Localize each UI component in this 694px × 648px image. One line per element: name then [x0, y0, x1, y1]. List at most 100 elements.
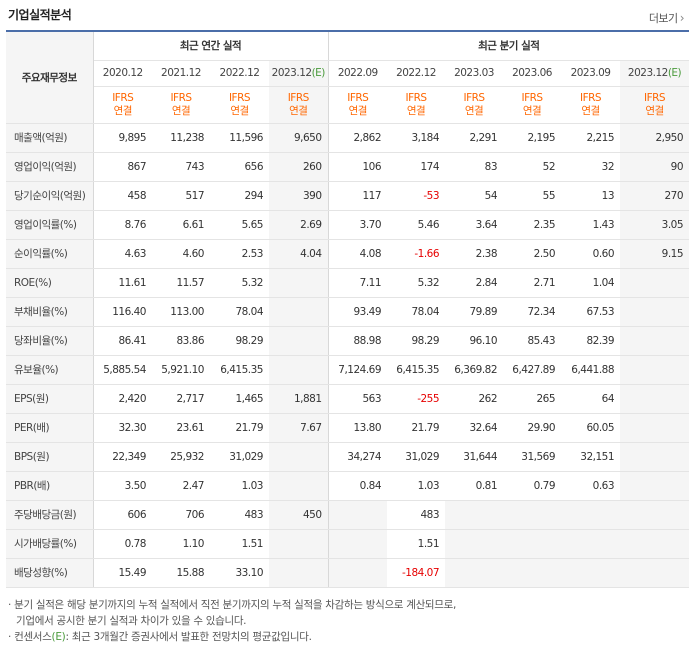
- period-label: 2021.12: [161, 67, 201, 79]
- period-header-0: 2020.12: [93, 60, 152, 87]
- value-cell: 6,427.89: [503, 355, 562, 385]
- footnote-2: · 컨센서스(E): 최근 3개월간 증권사에서 발표한 전망치의 평균값입니다…: [8, 631, 312, 643]
- value-cell: [620, 413, 690, 443]
- value-cell: [620, 442, 690, 472]
- period-label: 2023.09: [570, 67, 611, 79]
- value-cell: [620, 268, 690, 298]
- value-cell: 13.80: [327, 413, 388, 443]
- basis-line1: IFRS: [463, 91, 485, 104]
- table-row: 유보율(%) 5,885.54 5,921.10 6,415.35 7,124.69 6,…: [6, 355, 690, 385]
- footnote-2-prefix: 컨센서스: [14, 631, 52, 643]
- value-cell: 78.04: [387, 296, 446, 327]
- value-cell: -255: [387, 383, 446, 414]
- value-cell: 517: [152, 181, 210, 211]
- value-cell: [269, 268, 329, 298]
- value-cell: 32.64: [445, 413, 504, 443]
- value-cell: [327, 499, 388, 530]
- value-cell: 31,569: [503, 442, 562, 472]
- basis-line1: IFRS: [228, 91, 251, 104]
- more-label: 더보기: [648, 12, 678, 25]
- row-label: 배당성향(%): [6, 558, 94, 588]
- value-cell: 5.46: [387, 209, 446, 240]
- chevron-right-icon: ›: [679, 11, 685, 25]
- value-cell: 656: [210, 152, 269, 182]
- value-cell: 1.04: [561, 268, 621, 298]
- value-cell: -184.07: [387, 558, 446, 588]
- value-cell: 113.00: [152, 296, 210, 327]
- value-cell: 83: [445, 152, 504, 182]
- value-cell: [561, 558, 621, 588]
- value-cell: 79.89: [445, 296, 504, 327]
- table-row: 주당배당금(원) 606 706 483 450 483: [6, 499, 690, 530]
- value-cell: [620, 296, 690, 327]
- value-cell: 270: [620, 181, 690, 211]
- basis-header-0: IFRS 연결: [93, 86, 152, 124]
- value-cell: [445, 558, 504, 588]
- value-cell: 743: [152, 152, 210, 182]
- value-cell: 1.51: [210, 529, 269, 559]
- value-cell: 55: [503, 181, 562, 211]
- row-label-header: 주요재무정보: [6, 32, 94, 124]
- footnote-1: · 분기 실적은 해당 분기까지의 누적 실적에서 직전 분기까지의 누적 실적…: [8, 599, 457, 611]
- value-cell: 5.65: [210, 209, 269, 240]
- value-cell: 3.70: [327, 209, 388, 240]
- estimate-mark: (E): [667, 67, 682, 79]
- value-cell: 458: [93, 181, 152, 211]
- value-cell: 390: [269, 181, 329, 211]
- basis-line2: 연결: [645, 104, 664, 117]
- value-cell: 25,932: [152, 442, 210, 472]
- basis-header-9: IFRS 연결: [620, 86, 690, 124]
- value-cell: 1.03: [210, 471, 269, 501]
- value-cell: 2,862: [327, 122, 388, 153]
- row-label: 시가배당률(%): [6, 529, 94, 559]
- estimate-mark: (E): [311, 67, 326, 79]
- value-cell: 83.86: [152, 326, 210, 356]
- footnote-2-suffix: : 최근 3개월간 증권사에서 발표한 전망치의 평균값입니다.: [65, 631, 312, 643]
- basis-line2: 연결: [464, 104, 484, 117]
- row-label: EPS(원): [6, 383, 94, 414]
- table-row: 배당성향(%) 15.49 15.88 33.10 -184.07: [6, 558, 690, 588]
- value-cell: 88.98: [327, 326, 388, 356]
- value-cell: [561, 529, 621, 559]
- period-header-5: 2022.12: [387, 60, 446, 87]
- period-label: 2023.12: [271, 67, 312, 79]
- basis-line1: IFRS: [287, 91, 310, 104]
- row-label: 부채비율(%): [6, 296, 94, 327]
- value-cell: 117: [327, 181, 388, 211]
- row-label: PBR(배): [6, 471, 94, 501]
- value-cell: 15.88: [152, 558, 210, 588]
- value-cell: 116.40: [93, 296, 152, 327]
- value-cell: 96.10: [445, 326, 504, 356]
- value-cell: 0.84: [327, 471, 388, 501]
- value-cell: 4.04: [269, 239, 329, 269]
- basis-line1: IFRS: [170, 91, 192, 104]
- basis-line2: 연결: [113, 104, 133, 117]
- value-cell: 85.43: [503, 326, 562, 356]
- value-cell: 2,950: [620, 122, 690, 153]
- row-label: 영업이익(억원): [6, 152, 94, 182]
- value-cell: 0.81: [445, 471, 504, 501]
- period-label: 2020.12: [102, 67, 143, 79]
- section-title: 기업실적분석: [8, 8, 72, 22]
- value-cell: 86.41: [93, 326, 152, 356]
- value-cell: 0.78: [93, 529, 152, 559]
- value-cell: 0.60: [561, 239, 621, 269]
- value-cell: 4.08: [327, 239, 388, 269]
- value-cell: 3.05: [620, 209, 690, 240]
- value-cell: -1.66: [387, 239, 446, 269]
- value-cell: 6,415.35: [387, 355, 446, 385]
- value-cell: 32: [561, 152, 621, 182]
- period-header-2: 2022.12: [210, 60, 269, 87]
- table-row: PBR(배) 3.50 2.47 1.03 0.84 1.03 0.81 0.79 0.63: [6, 471, 690, 501]
- value-cell: 483: [210, 499, 269, 530]
- value-cell: 483: [387, 499, 446, 530]
- more-link[interactable]: 더보기 ›: [648, 10, 685, 26]
- value-cell: 2,420: [93, 383, 152, 414]
- basis-header-2: IFRS 연결: [210, 86, 269, 124]
- period-header-8: 2023.09: [561, 60, 621, 87]
- value-cell: 9,650: [269, 122, 329, 153]
- value-cell: [620, 558, 690, 588]
- value-cell: 2,717: [152, 383, 210, 414]
- value-cell: 9.15: [620, 239, 690, 269]
- value-cell: 11.61: [93, 268, 152, 298]
